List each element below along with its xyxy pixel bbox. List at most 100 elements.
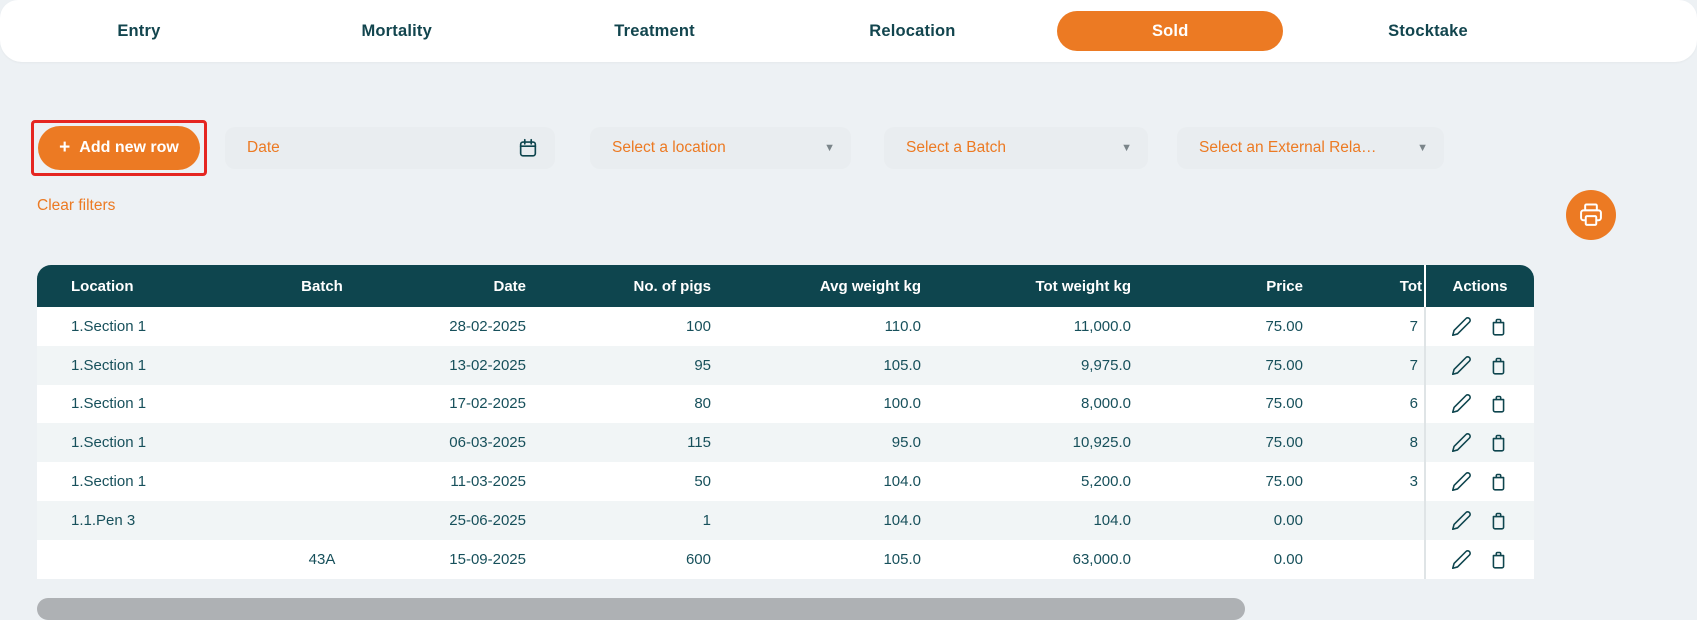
edit-row-button[interactable] bbox=[1451, 510, 1472, 531]
cell-date: 17-02-2025 bbox=[449, 395, 526, 413]
cell-tot-weight: 5,200.0 bbox=[1080, 473, 1131, 491]
cell-price: 75.00 bbox=[1265, 317, 1303, 335]
batch-select[interactable]: Select a Batch ▼ bbox=[884, 127, 1148, 169]
cell-actions bbox=[1424, 307, 1534, 346]
cell-actions bbox=[1424, 423, 1534, 463]
cell-actions bbox=[1424, 462, 1534, 501]
cell-tot-weight: 104.0 bbox=[1093, 511, 1131, 529]
tab-sold-label: Sold bbox=[1057, 11, 1284, 51]
table-row: 1.Section 1 06-03-2025 115 95.0 10,925.0… bbox=[37, 423, 1534, 463]
pencil-icon bbox=[1451, 510, 1471, 530]
cell-location: 1.Section 1 bbox=[71, 434, 147, 452]
trash-icon bbox=[1492, 434, 1505, 452]
cell-location: 1.Section 1 bbox=[71, 317, 147, 335]
column-header-actions: Actions bbox=[1424, 265, 1534, 307]
external-relation-select[interactable]: Select an External Rela… ▼ bbox=[1177, 127, 1444, 169]
sold-records-table: Location Batch Date No. of pigs Avg weig… bbox=[37, 265, 1534, 579]
cell-tot-weight: 63,000.0 bbox=[1072, 550, 1131, 568]
cell-tot-clipped: 8 bbox=[1409, 434, 1418, 452]
cell-date: 13-02-2025 bbox=[449, 356, 526, 374]
cell-date: 28-02-2025 bbox=[449, 317, 526, 335]
edit-row-button[interactable] bbox=[1451, 355, 1472, 376]
cell-tot-clipped: 7 bbox=[1409, 317, 1418, 335]
cell-no-of-pigs: 1 bbox=[702, 511, 711, 529]
edit-row-button[interactable] bbox=[1451, 316, 1472, 337]
table-row: 1.Section 1 11-03-2025 50 104.0 5,200.0 … bbox=[37, 462, 1534, 501]
cell-avg-weight: 104.0 bbox=[883, 473, 921, 491]
trash-icon bbox=[1492, 551, 1505, 569]
delete-row-button[interactable] bbox=[1488, 549, 1509, 570]
pencil-icon bbox=[1451, 472, 1471, 492]
cell-actions bbox=[1424, 500, 1534, 540]
cell-no-of-pigs: 115 bbox=[687, 434, 711, 452]
delete-row-button[interactable] bbox=[1488, 393, 1509, 414]
tab-stocktake[interactable]: Stocktake bbox=[1299, 11, 1557, 51]
cell-tot-clipped bbox=[1329, 501, 1424, 540]
date-filter-placeholder: Date bbox=[247, 139, 280, 156]
cell-tot-weight: 9,975.0 bbox=[1080, 356, 1131, 374]
tab-sold[interactable]: Sold bbox=[1041, 11, 1299, 51]
pencil-icon bbox=[1451, 316, 1471, 336]
tab-treatment[interactable]: Treatment bbox=[526, 11, 784, 51]
cell-date: 11-03-2025 bbox=[450, 473, 526, 491]
bottom-strip bbox=[0, 620, 1697, 630]
printer-icon bbox=[1580, 203, 1602, 226]
column-header-price: Price bbox=[1266, 277, 1303, 295]
table-row: 43A 15-09-2025 600 105.0 63,000.0 0.00 bbox=[37, 539, 1534, 579]
clear-filters-link[interactable]: Clear filters bbox=[37, 197, 116, 214]
cell-avg-weight: 110.0 bbox=[884, 317, 921, 335]
table-header-row: Location Batch Date No. of pigs Avg weig… bbox=[37, 265, 1534, 307]
edit-row-button[interactable] bbox=[1451, 549, 1472, 570]
cell-price: 75.00 bbox=[1265, 356, 1303, 374]
trash-icon bbox=[1492, 512, 1505, 530]
batch-select-placeholder: Select a Batch bbox=[906, 139, 1006, 156]
tab-entry[interactable]: Entry bbox=[10, 11, 268, 51]
print-button[interactable] bbox=[1566, 190, 1616, 240]
cell-location: 1.1.Pen 3 bbox=[71, 511, 136, 529]
cell-actions bbox=[1424, 345, 1534, 385]
add-new-row-button[interactable]: + Add new row bbox=[38, 126, 200, 170]
tab-entry-label: Entry bbox=[117, 21, 161, 40]
annotation-highlight-box: + Add new row bbox=[31, 120, 207, 176]
cell-avg-weight: 95.0 bbox=[891, 434, 921, 452]
cell-tot-clipped: 3 bbox=[1409, 473, 1418, 491]
cell-location: 1.Section 1 bbox=[71, 473, 147, 491]
add-new-row-label: Add new row bbox=[79, 139, 179, 156]
cell-avg-weight: 105.0 bbox=[883, 550, 921, 568]
calendar-icon bbox=[519, 138, 537, 157]
chevron-down-icon: ▼ bbox=[1121, 142, 1132, 154]
horizontal-scrollbar-thumb[interactable] bbox=[37, 598, 1245, 620]
tab-relocation[interactable]: Relocation bbox=[783, 11, 1041, 51]
delete-row-button[interactable] bbox=[1488, 471, 1509, 492]
edit-row-button[interactable] bbox=[1451, 393, 1472, 414]
tab-mortality[interactable]: Mortality bbox=[268, 11, 526, 51]
edit-row-button[interactable] bbox=[1451, 471, 1472, 492]
cell-tot-clipped: 6 bbox=[1409, 395, 1418, 413]
cell-actions bbox=[1424, 384, 1534, 424]
table-body: 1.Section 1 28-02-2025 100 110.0 11,000.… bbox=[37, 307, 1534, 579]
cell-date: 25-06-2025 bbox=[449, 511, 526, 529]
delete-row-button[interactable] bbox=[1488, 510, 1509, 531]
cell-batch bbox=[267, 346, 377, 385]
delete-row-button[interactable] bbox=[1488, 316, 1509, 337]
table-row: 1.Section 1 17-02-2025 80 100.0 8,000.0 … bbox=[37, 384, 1534, 424]
location-select[interactable]: Select a location ▼ bbox=[590, 127, 851, 169]
cell-date: 15-09-2025 bbox=[449, 550, 526, 568]
trash-icon bbox=[1492, 396, 1505, 414]
cell-batch bbox=[267, 462, 377, 501]
cell-tot-weight: 8,000.0 bbox=[1080, 395, 1131, 413]
edit-row-button[interactable] bbox=[1451, 432, 1472, 453]
external-relation-select-placeholder: Select an External Rela… bbox=[1199, 139, 1377, 156]
cell-no-of-pigs: 80 bbox=[694, 395, 711, 413]
column-header-avg-weight: Avg weight kg bbox=[819, 277, 921, 295]
cell-price: 75.00 bbox=[1265, 473, 1303, 491]
delete-row-button[interactable] bbox=[1488, 355, 1509, 376]
pencil-icon bbox=[1451, 355, 1471, 375]
date-filter-input[interactable]: Date bbox=[225, 127, 555, 169]
trash-icon bbox=[1492, 473, 1505, 491]
column-header-location: Location bbox=[71, 277, 134, 295]
delete-row-button[interactable] bbox=[1488, 432, 1509, 453]
pencil-icon bbox=[1451, 433, 1471, 453]
cell-price: 75.00 bbox=[1265, 434, 1303, 452]
column-header-tot-weight: Tot weight kg bbox=[1035, 277, 1131, 295]
